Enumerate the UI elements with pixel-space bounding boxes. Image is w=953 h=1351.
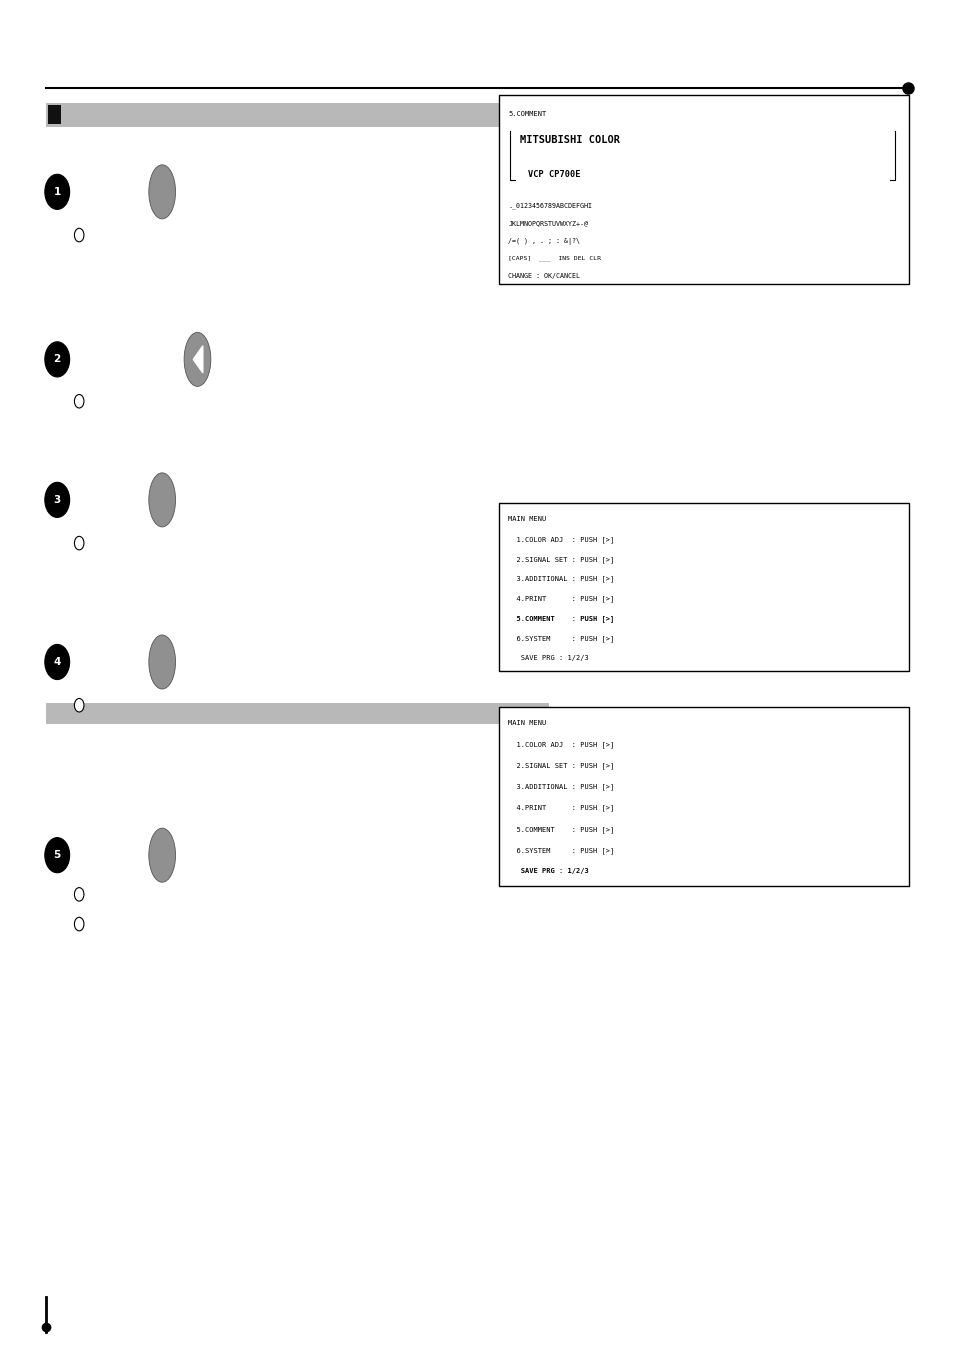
- Text: 4.PRINT      : PUSH [>]: 4.PRINT : PUSH [>]: [508, 805, 614, 812]
- Text: MAIN MENU: MAIN MENU: [508, 516, 546, 521]
- Text: 1: 1: [53, 186, 61, 197]
- Bar: [46, 703, 548, 724]
- Text: CHANGE : OK/CANCEL: CHANGE : OK/CANCEL: [508, 273, 579, 278]
- Ellipse shape: [184, 332, 211, 386]
- Ellipse shape: [149, 635, 175, 689]
- Circle shape: [45, 644, 70, 680]
- Text: ._0123456789ABCDEFGHI: ._0123456789ABCDEFGHI: [508, 203, 592, 209]
- Bar: [498, 707, 908, 886]
- Text: 2.SIGNAL SET : PUSH [>]: 2.SIGNAL SET : PUSH [>]: [508, 555, 614, 562]
- Text: 6.SYSTEM     : PUSH [>]: 6.SYSTEM : PUSH [>]: [508, 635, 614, 642]
- Ellipse shape: [149, 473, 175, 527]
- Circle shape: [74, 698, 84, 712]
- Text: /=( ) , . ; : &|?\: /=( ) , . ; : &|?\: [508, 238, 579, 245]
- Text: 5.COMMENT: 5.COMMENT: [508, 111, 546, 116]
- Circle shape: [45, 482, 70, 517]
- Bar: [498, 503, 908, 671]
- Text: 5: 5: [53, 850, 61, 861]
- Bar: [48, 105, 61, 124]
- Text: SAVE PRG : 1/2/3: SAVE PRG : 1/2/3: [508, 869, 589, 874]
- Text: 4: 4: [53, 657, 61, 667]
- Bar: [46, 103, 546, 127]
- Ellipse shape: [149, 828, 175, 882]
- Circle shape: [74, 917, 84, 931]
- Text: SAVE PRG : 1/2/3: SAVE PRG : 1/2/3: [508, 655, 589, 661]
- Text: 2.SIGNAL SET : PUSH [>]: 2.SIGNAL SET : PUSH [>]: [508, 762, 614, 769]
- Text: 2: 2: [53, 354, 61, 365]
- Ellipse shape: [149, 165, 175, 219]
- Text: VCP CP700E: VCP CP700E: [527, 170, 579, 180]
- Text: [CAPS]  ___  INS DEL CLR: [CAPS] ___ INS DEL CLR: [508, 255, 600, 261]
- Text: 5.COMMENT    : PUSH [>]: 5.COMMENT : PUSH [>]: [508, 825, 614, 832]
- Text: 4.PRINT      : PUSH [>]: 4.PRINT : PUSH [>]: [508, 596, 614, 603]
- Text: MITSUBISHI COLOR: MITSUBISHI COLOR: [519, 135, 619, 145]
- Circle shape: [45, 838, 70, 873]
- Text: 3.ADDITIONAL : PUSH [>]: 3.ADDITIONAL : PUSH [>]: [508, 784, 614, 790]
- Bar: [498, 95, 908, 284]
- Circle shape: [45, 174, 70, 209]
- Polygon shape: [193, 346, 203, 373]
- Text: 6.SYSTEM     : PUSH [>]: 6.SYSTEM : PUSH [>]: [508, 847, 614, 854]
- Text: 3.ADDITIONAL : PUSH [>]: 3.ADDITIONAL : PUSH [>]: [508, 576, 614, 582]
- Circle shape: [74, 394, 84, 408]
- Text: 5.COMMENT    : PUSH [>]: 5.COMMENT : PUSH [>]: [508, 616, 614, 623]
- Circle shape: [74, 536, 84, 550]
- Circle shape: [74, 888, 84, 901]
- Circle shape: [45, 342, 70, 377]
- Text: 1.COLOR ADJ  : PUSH [>]: 1.COLOR ADJ : PUSH [>]: [508, 536, 614, 543]
- Circle shape: [74, 228, 84, 242]
- Text: MAIN MENU: MAIN MENU: [508, 720, 546, 725]
- Text: 1.COLOR ADJ  : PUSH [>]: 1.COLOR ADJ : PUSH [>]: [508, 742, 614, 748]
- Text: 3: 3: [53, 494, 61, 505]
- Text: JKLMNOPQRSTUVWXYZ+-@: JKLMNOPQRSTUVWXYZ+-@: [508, 220, 588, 226]
